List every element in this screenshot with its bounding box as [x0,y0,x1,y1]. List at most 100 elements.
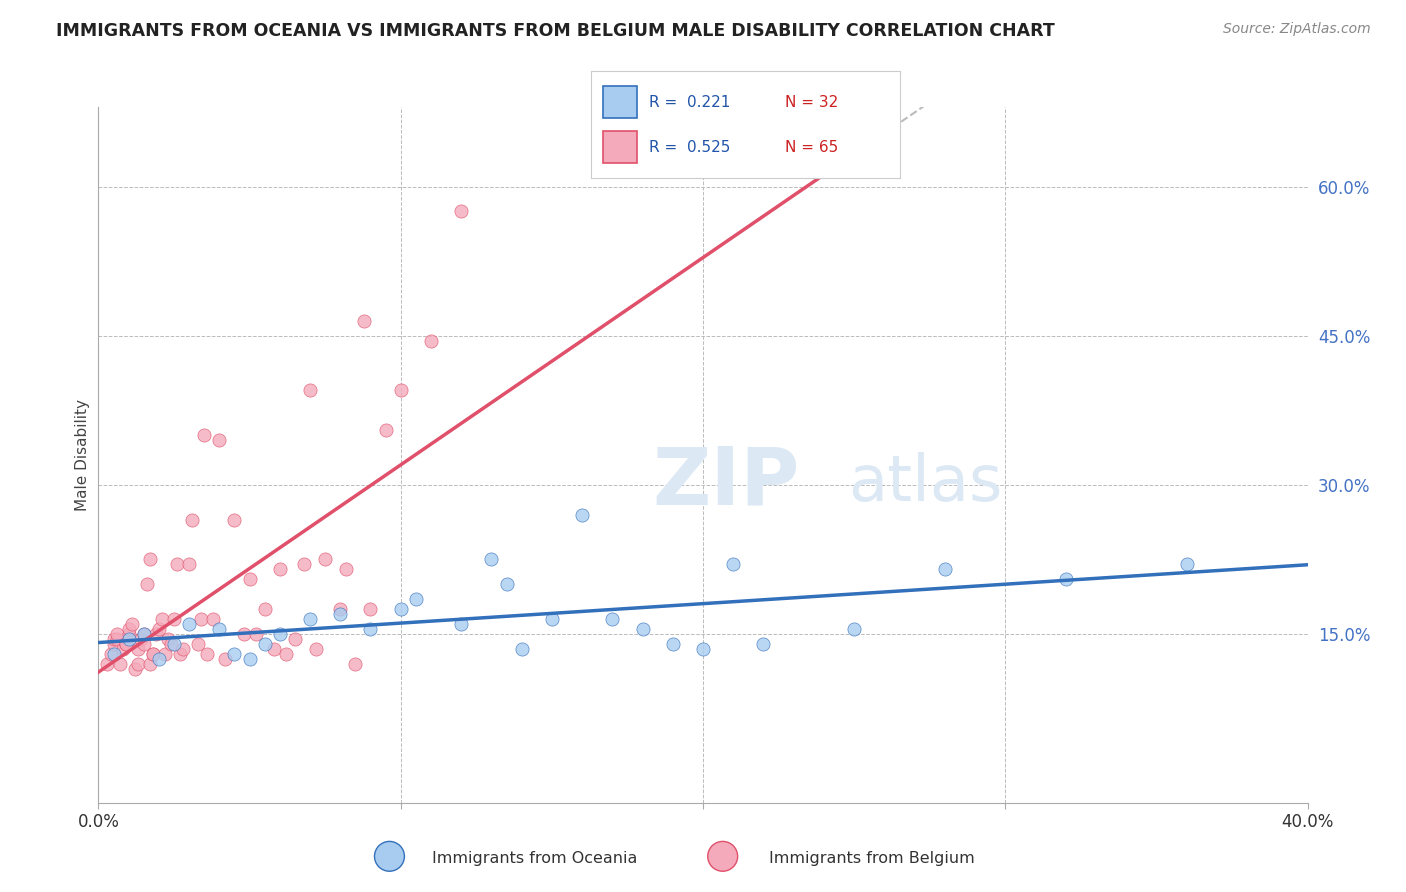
Point [1175,558,1198,572]
Point [450,204,472,219]
Point [195,647,218,661]
Point [111,641,134,656]
Point [172,641,194,656]
Point [245,627,267,641]
Point [179,558,201,572]
Point [253,637,276,651]
Point [269,562,291,576]
Circle shape [374,841,405,871]
Point [96,657,118,671]
Point [148,651,170,665]
Point [142,647,165,661]
Point [329,602,352,616]
Point [108,657,131,671]
Point [103,632,125,646]
Point [374,423,396,437]
Point [127,657,149,671]
Point [114,637,136,651]
Point [631,622,654,636]
Point [344,657,367,671]
Point [124,662,146,676]
Point [105,627,128,641]
Point [187,637,209,651]
Point [495,577,517,591]
Point [105,632,128,646]
Point [163,612,186,626]
Point [284,632,307,646]
Point [299,384,322,398]
Point [118,632,141,646]
Point [118,622,141,636]
Text: atlas: atlas [848,451,1002,514]
Point [208,622,231,636]
Point [1054,572,1077,586]
Point [329,607,352,621]
Text: R =  0.525: R = 0.525 [650,140,731,155]
Point [224,647,246,661]
Point [193,428,215,442]
Point [571,508,593,522]
Point [142,647,165,661]
Text: R =  0.221: R = 0.221 [650,95,731,110]
Text: N = 32: N = 32 [786,95,838,110]
Point [934,562,956,576]
Point [127,641,149,656]
Text: Immigrants from Oceania: Immigrants from Oceania [432,851,637,865]
Point [166,558,188,572]
Text: Immigrants from Belgium: Immigrants from Belgium [769,851,974,865]
Point [232,627,254,641]
Text: Source: ZipAtlas.com: Source: ZipAtlas.com [1223,22,1371,37]
Circle shape [707,841,738,871]
Point [389,602,412,616]
Point [602,612,624,626]
Point [481,552,503,566]
Bar [603,87,637,119]
Point [844,622,866,636]
Point [156,632,179,646]
Point [103,637,125,651]
Point [723,558,745,572]
Point [163,637,186,651]
Point [360,622,382,636]
Point [540,612,562,626]
Point [181,512,204,526]
Point [292,558,315,572]
Point [179,616,201,631]
Bar [603,131,637,163]
Point [305,641,328,656]
Point [190,612,212,626]
Text: N = 65: N = 65 [786,140,838,155]
Point [145,627,167,641]
Point [118,627,141,641]
Point [405,592,427,607]
Text: IMMIGRANTS FROM OCEANIA VS IMMIGRANTS FROM BELGIUM MALE DISABILITY CORRELATION C: IMMIGRANTS FROM OCEANIA VS IMMIGRANTS FR… [56,22,1054,40]
Point [153,647,176,661]
Point [214,651,236,665]
Point [135,577,157,591]
Point [253,602,276,616]
Point [239,651,262,665]
Text: ZIP: ZIP [652,443,800,522]
Point [150,612,173,626]
Point [129,632,152,646]
Point [239,572,262,586]
Point [121,616,143,631]
Point [208,433,231,447]
Point [662,637,685,651]
Point [274,647,297,661]
Point [139,552,162,566]
Point [263,641,285,656]
Point [132,637,155,651]
Point [224,512,246,526]
Point [132,627,155,641]
Point [103,647,125,661]
Point [335,562,357,576]
Point [450,616,472,631]
Point [299,612,322,626]
Point [132,627,155,641]
Point [148,622,170,636]
Point [510,641,533,656]
Point [269,627,291,641]
Point [160,637,183,651]
Point [314,552,336,566]
